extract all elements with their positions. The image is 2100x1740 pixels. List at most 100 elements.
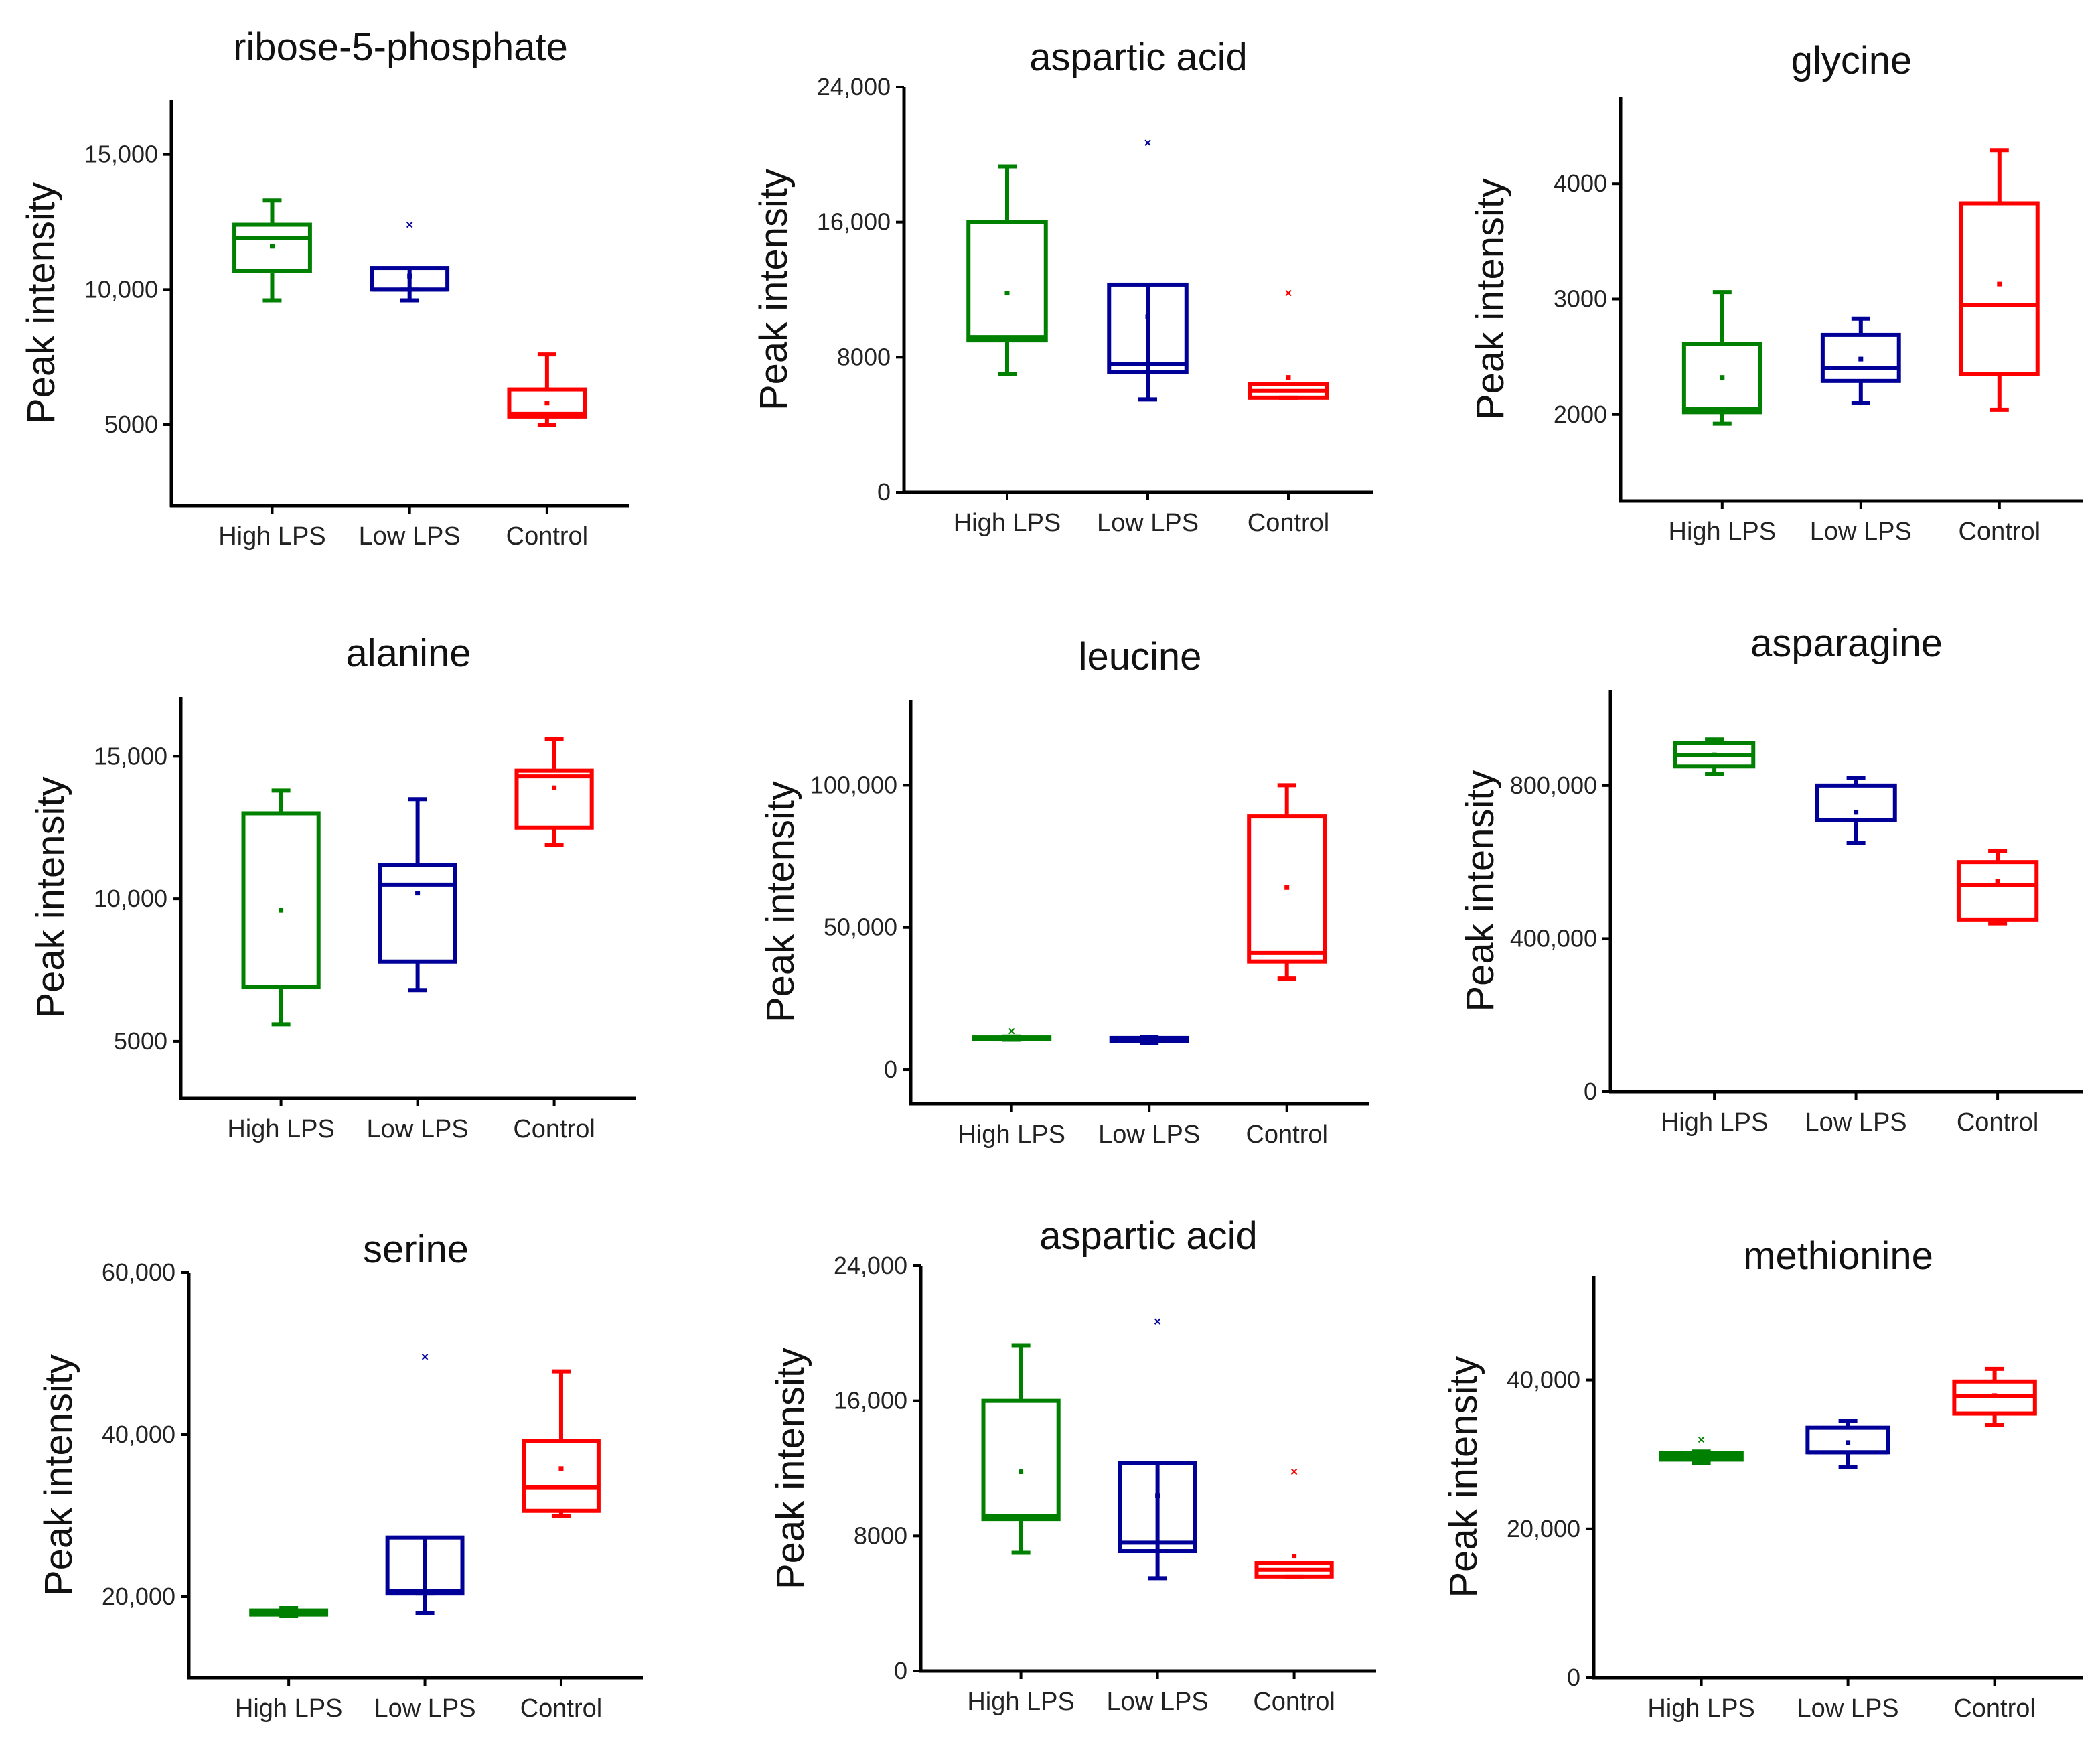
box-control [514,737,594,847]
iqr-box [522,1439,601,1513]
x-category-label: High LPS [1669,518,1777,546]
y-tick-label: 40,000 [102,1421,175,1448]
panel-7-serine: serine Peak intensity 20,000 40,000 60,000 Hi… [37,1228,643,1723]
x-category-label: Low LPS [1107,1688,1209,1716]
box-low-lps [1820,316,1901,405]
mean-point [286,1610,291,1615]
panel-1-ribose-5-phosphate: ribose-5-phosphate Peak intensity 5000 10,0… [19,25,629,551]
iqr-box [378,863,457,964]
y-tick-label: 10,000 [94,885,167,912]
box-control [1952,1366,2037,1427]
y-axis-label: Peak intensity [1469,178,1512,420]
iqr-box [1247,814,1327,964]
y-tick-label: 60,000 [102,1258,175,1286]
mean-point [1284,885,1290,890]
iqr-box [385,1535,465,1596]
y-tick-label: 400,000 [1510,924,1597,952]
chart-title: aspartic acid [1039,1214,1258,1258]
x-category-label: Control [1246,1120,1328,1149]
x-category-label: Low LPS [1098,1120,1200,1149]
outlier-point [1698,1436,1705,1443]
chart-title: aspartic acid [1029,35,1248,79]
box-low-lps [1109,1035,1189,1045]
panel-8-aspartic-acid: aspartic acid Peak intensity 0 8000 16,000 24… [769,1214,1376,1716]
chart-title: serine [363,1228,469,1271]
y-axis-label: Peak intensity [769,1348,812,1589]
y-tick-label: 24,000 [817,73,891,100]
x-category-label: High LPS [958,1120,1065,1149]
y-tick-label: 16,000 [834,1387,907,1415]
iqr-box [507,387,587,419]
panel-6-asparagine: asparagine Peak intensity 0 400,000 800,000 H… [1458,622,2083,1137]
box-low-lps [385,1354,465,1615]
box-low-lps [1107,139,1189,402]
iqr-box [514,768,594,830]
box-control [1247,783,1327,981]
y-tick-label: 0 [1584,1078,1597,1105]
y-tick-label: 0 [884,1056,897,1083]
outlier-point [1008,1028,1015,1035]
mean-point [1846,1440,1851,1445]
box-high-lps [232,198,312,303]
y-tick-label: 50,000 [824,914,897,941]
mean-point [415,891,421,896]
chart-title: methionine [1743,1234,1933,1278]
x-category-label: Low LPS [359,522,461,551]
box-high-lps [972,1028,1052,1042]
box-low-lps [378,797,457,993]
box-high-lps [1681,290,1762,426]
outlier-point [1285,289,1292,297]
box-control [522,1369,601,1518]
mean-point [558,1466,564,1471]
x-category-label: High LPS [967,1688,1075,1716]
x-category-label: Control [1959,518,2041,546]
iqr-box [1118,1461,1197,1554]
mean-point [423,1543,428,1548]
y-axis-label: Peak intensity [29,776,72,1018]
x-category-label: High LPS [1661,1108,1769,1137]
outlier-point [1144,139,1151,146]
y-tick-label: 16,000 [817,208,891,236]
iqr-box [1805,1425,1890,1455]
x-category-label: High LPS [1647,1694,1755,1723]
panel-4-alanine: alanine Peak intensity 5000 10,000 15,000 Hig… [29,632,636,1143]
mean-point [1854,810,1859,815]
x-category-label: Low LPS [374,1694,476,1723]
y-axis-label: Peak intensity [1458,770,1502,1011]
panel-5-leucine: leucine Peak intensity 0 50,000 100,000 High … [759,635,1369,1149]
outlier-point [1290,1468,1298,1475]
box-high-lps [1659,1436,1744,1465]
outlier-point [1154,1318,1161,1325]
box-low-lps [1118,1318,1197,1581]
mean-point [1997,281,2002,287]
mean-point [1004,291,1010,296]
box-high-lps [966,164,1048,376]
chart-title: ribose-5-phosphate [233,25,568,69]
x-category-label: Control [513,1115,595,1143]
mean-point [1712,752,1717,757]
box-low-lps [1805,1419,1890,1469]
mean-point [1858,356,1864,362]
y-axis-label: Peak intensity [37,1354,80,1596]
iqr-box [1815,783,1897,822]
iqr-box [1956,860,2039,922]
outlier-point [421,1354,429,1360]
y-tick-label: 3000 [1554,285,1607,313]
mean-point [1145,314,1150,319]
chart-title: glycine [1791,39,1912,82]
y-tick-label: 8000 [854,1522,907,1549]
mean-point [552,785,557,790]
y-tick-label: 15,000 [94,742,167,770]
y-tick-label: 8000 [837,343,891,370]
x-category-label: Control [520,1694,603,1723]
mean-point [1720,375,1725,380]
box-control [1959,148,2040,412]
x-category-label: Low LPS [1805,1108,1907,1137]
chart-title: alanine [346,632,471,675]
y-tick-label: 800,000 [1510,772,1597,799]
y-tick-label: 4000 [1554,169,1607,197]
y-tick-label: 2000 [1554,401,1607,428]
iqr-box [966,220,1048,343]
box-high-lps [241,788,321,1027]
